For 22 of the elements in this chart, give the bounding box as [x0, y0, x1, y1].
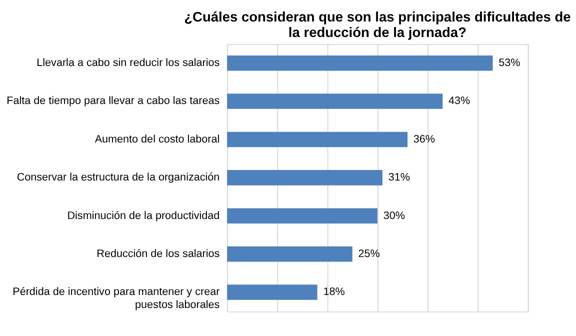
bar — [227, 208, 378, 224]
data-label: 31% — [388, 172, 410, 184]
bar — [227, 132, 408, 148]
data-label: 25% — [358, 248, 380, 260]
chart-title: ¿Cuáles consideran que son las principales dificultades de la reducción de la jornada? — [184, 9, 572, 40]
data-label: 30% — [383, 210, 406, 222]
data-label: 43% — [448, 95, 471, 108]
y-tick-label: Reducción de los salarios — [96, 248, 220, 260]
data-label: 36% — [413, 133, 436, 146]
bar — [227, 55, 493, 71]
y-tick-label: Conservar la estructura de la organización — [16, 172, 220, 184]
bar — [227, 94, 443, 109]
y-tick-label: Llevarla a cabo sin reducir los salarios — [36, 57, 220, 70]
bar — [227, 246, 352, 262]
bar — [227, 284, 318, 300]
y-tick-label: Disminución de la productividad — [67, 210, 220, 222]
y-tick-label: Falta de tiempo para llevar a cabo las tareas — [6, 95, 220, 108]
data-label: 18% — [323, 286, 346, 298]
bar — [227, 170, 382, 186]
data-label: 53% — [498, 57, 521, 70]
y-tick-label: Pérdida de incentivo para mantener y crear puestos laborales — [12, 286, 220, 311]
y-tick-label: Aumento del costo laboral — [94, 133, 220, 146]
